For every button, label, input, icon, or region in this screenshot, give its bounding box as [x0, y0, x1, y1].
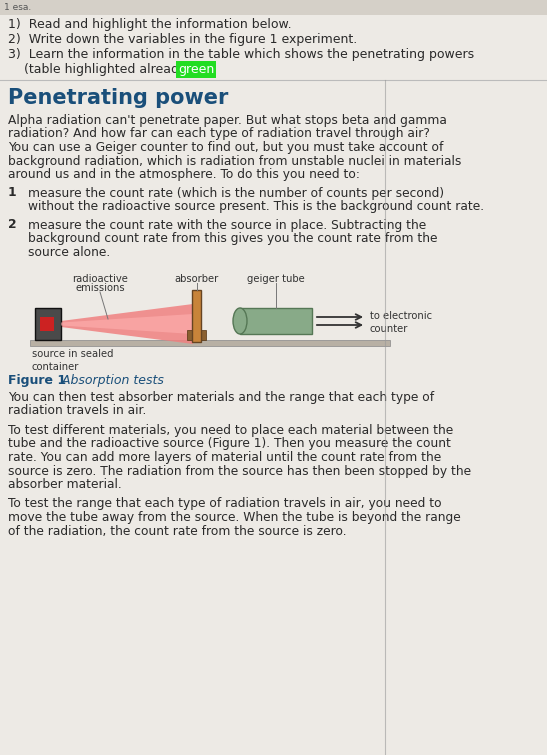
Text: move the tube away from the source. When the tube is beyond the range: move the tube away from the source. When…: [8, 511, 461, 524]
Text: around us and in the atmosphere. To do this you need to:: around us and in the atmosphere. To do t…: [8, 168, 360, 181]
Bar: [246, 334, 250, 335]
Text: To test different materials, you need to place each material between the: To test different materials, you need to…: [8, 424, 453, 437]
Bar: [192, 290, 201, 342]
Polygon shape: [61, 314, 193, 334]
Text: Figure 1: Figure 1: [8, 374, 66, 387]
Text: ): ): [205, 63, 210, 76]
Text: 2: 2: [8, 218, 16, 232]
Bar: [0, 0, 547, 15]
Bar: [288, 334, 292, 335]
Text: source is zero. The radiation from the source has then been stopped by the: source is zero. The radiation from the s…: [8, 464, 471, 477]
Text: 1 esa.: 1 esa.: [4, 3, 31, 12]
Text: Absorption tests: Absorption tests: [54, 374, 164, 387]
Text: background count rate from this gives you the count rate from the: background count rate from this gives yo…: [28, 232, 438, 245]
Text: You can then test absorber materials and the range that each type of: You can then test absorber materials and…: [8, 391, 434, 404]
Bar: [40, 317, 54, 331]
Text: rate. You can add more layers of material until the count rate from the: rate. You can add more layers of materia…: [8, 451, 441, 464]
Text: of the radiation, the count rate from the source is zero.: of the radiation, the count rate from th…: [8, 525, 347, 538]
Bar: [187, 330, 206, 340]
Text: absorber: absorber: [174, 274, 219, 284]
Text: source alone.: source alone.: [28, 245, 110, 258]
Text: (table highlighted already in: (table highlighted already in: [8, 63, 206, 76]
Text: 1: 1: [8, 186, 16, 199]
Text: 2)  Write down the variables in the figure 1 experiment.: 2) Write down the variables in the figur…: [8, 33, 357, 46]
Text: Penetrating power: Penetrating power: [8, 88, 229, 108]
Text: radioactive: radioactive: [72, 274, 128, 284]
Text: 1)  Read and highlight the information below.: 1) Read and highlight the information be…: [8, 18, 292, 31]
Text: absorber material.: absorber material.: [8, 478, 122, 491]
Text: background radiation, which is radiation from unstable nuclei in materials: background radiation, which is radiation…: [8, 155, 461, 168]
Text: Alpha radiation can't penetrate paper. But what stops beta and gamma: Alpha radiation can't penetrate paper. B…: [8, 114, 447, 127]
Text: measure the count rate with the source in place. Subtracting the: measure the count rate with the source i…: [28, 218, 426, 232]
Text: source in sealed
container: source in sealed container: [32, 349, 113, 371]
Text: without the radioactive source present. This is the background count rate.: without the radioactive source present. …: [28, 200, 484, 213]
Bar: [240, 308, 312, 334]
Text: to electronic
counter: to electronic counter: [370, 311, 432, 334]
Bar: [303, 334, 307, 335]
Text: tube and the radioactive source (Figure 1). Then you measure the count: tube and the radioactive source (Figure …: [8, 437, 451, 451]
Ellipse shape: [233, 308, 247, 334]
Bar: [35, 308, 61, 340]
Text: measure the count rate (which is the number of counts per second): measure the count rate (which is the num…: [28, 186, 444, 199]
Bar: [260, 334, 264, 335]
Text: 3)  Learn the information in the table which shows the penetrating powers: 3) Learn the information in the table wh…: [8, 48, 474, 61]
Polygon shape: [61, 304, 193, 344]
Text: radiation travels in air.: radiation travels in air.: [8, 405, 147, 418]
Text: green: green: [178, 63, 214, 76]
Text: You can use a Geiger counter to find out, but you must take account of: You can use a Geiger counter to find out…: [8, 141, 444, 154]
Text: emissions: emissions: [75, 283, 125, 293]
Text: To test the range that each type of radiation travels in air, you need to: To test the range that each type of radi…: [8, 498, 441, 510]
Text: radiation? And how far can each type of radiation travel through air?: radiation? And how far can each type of …: [8, 128, 430, 140]
Bar: [30, 340, 390, 346]
Text: geiger tube: geiger tube: [247, 274, 305, 284]
